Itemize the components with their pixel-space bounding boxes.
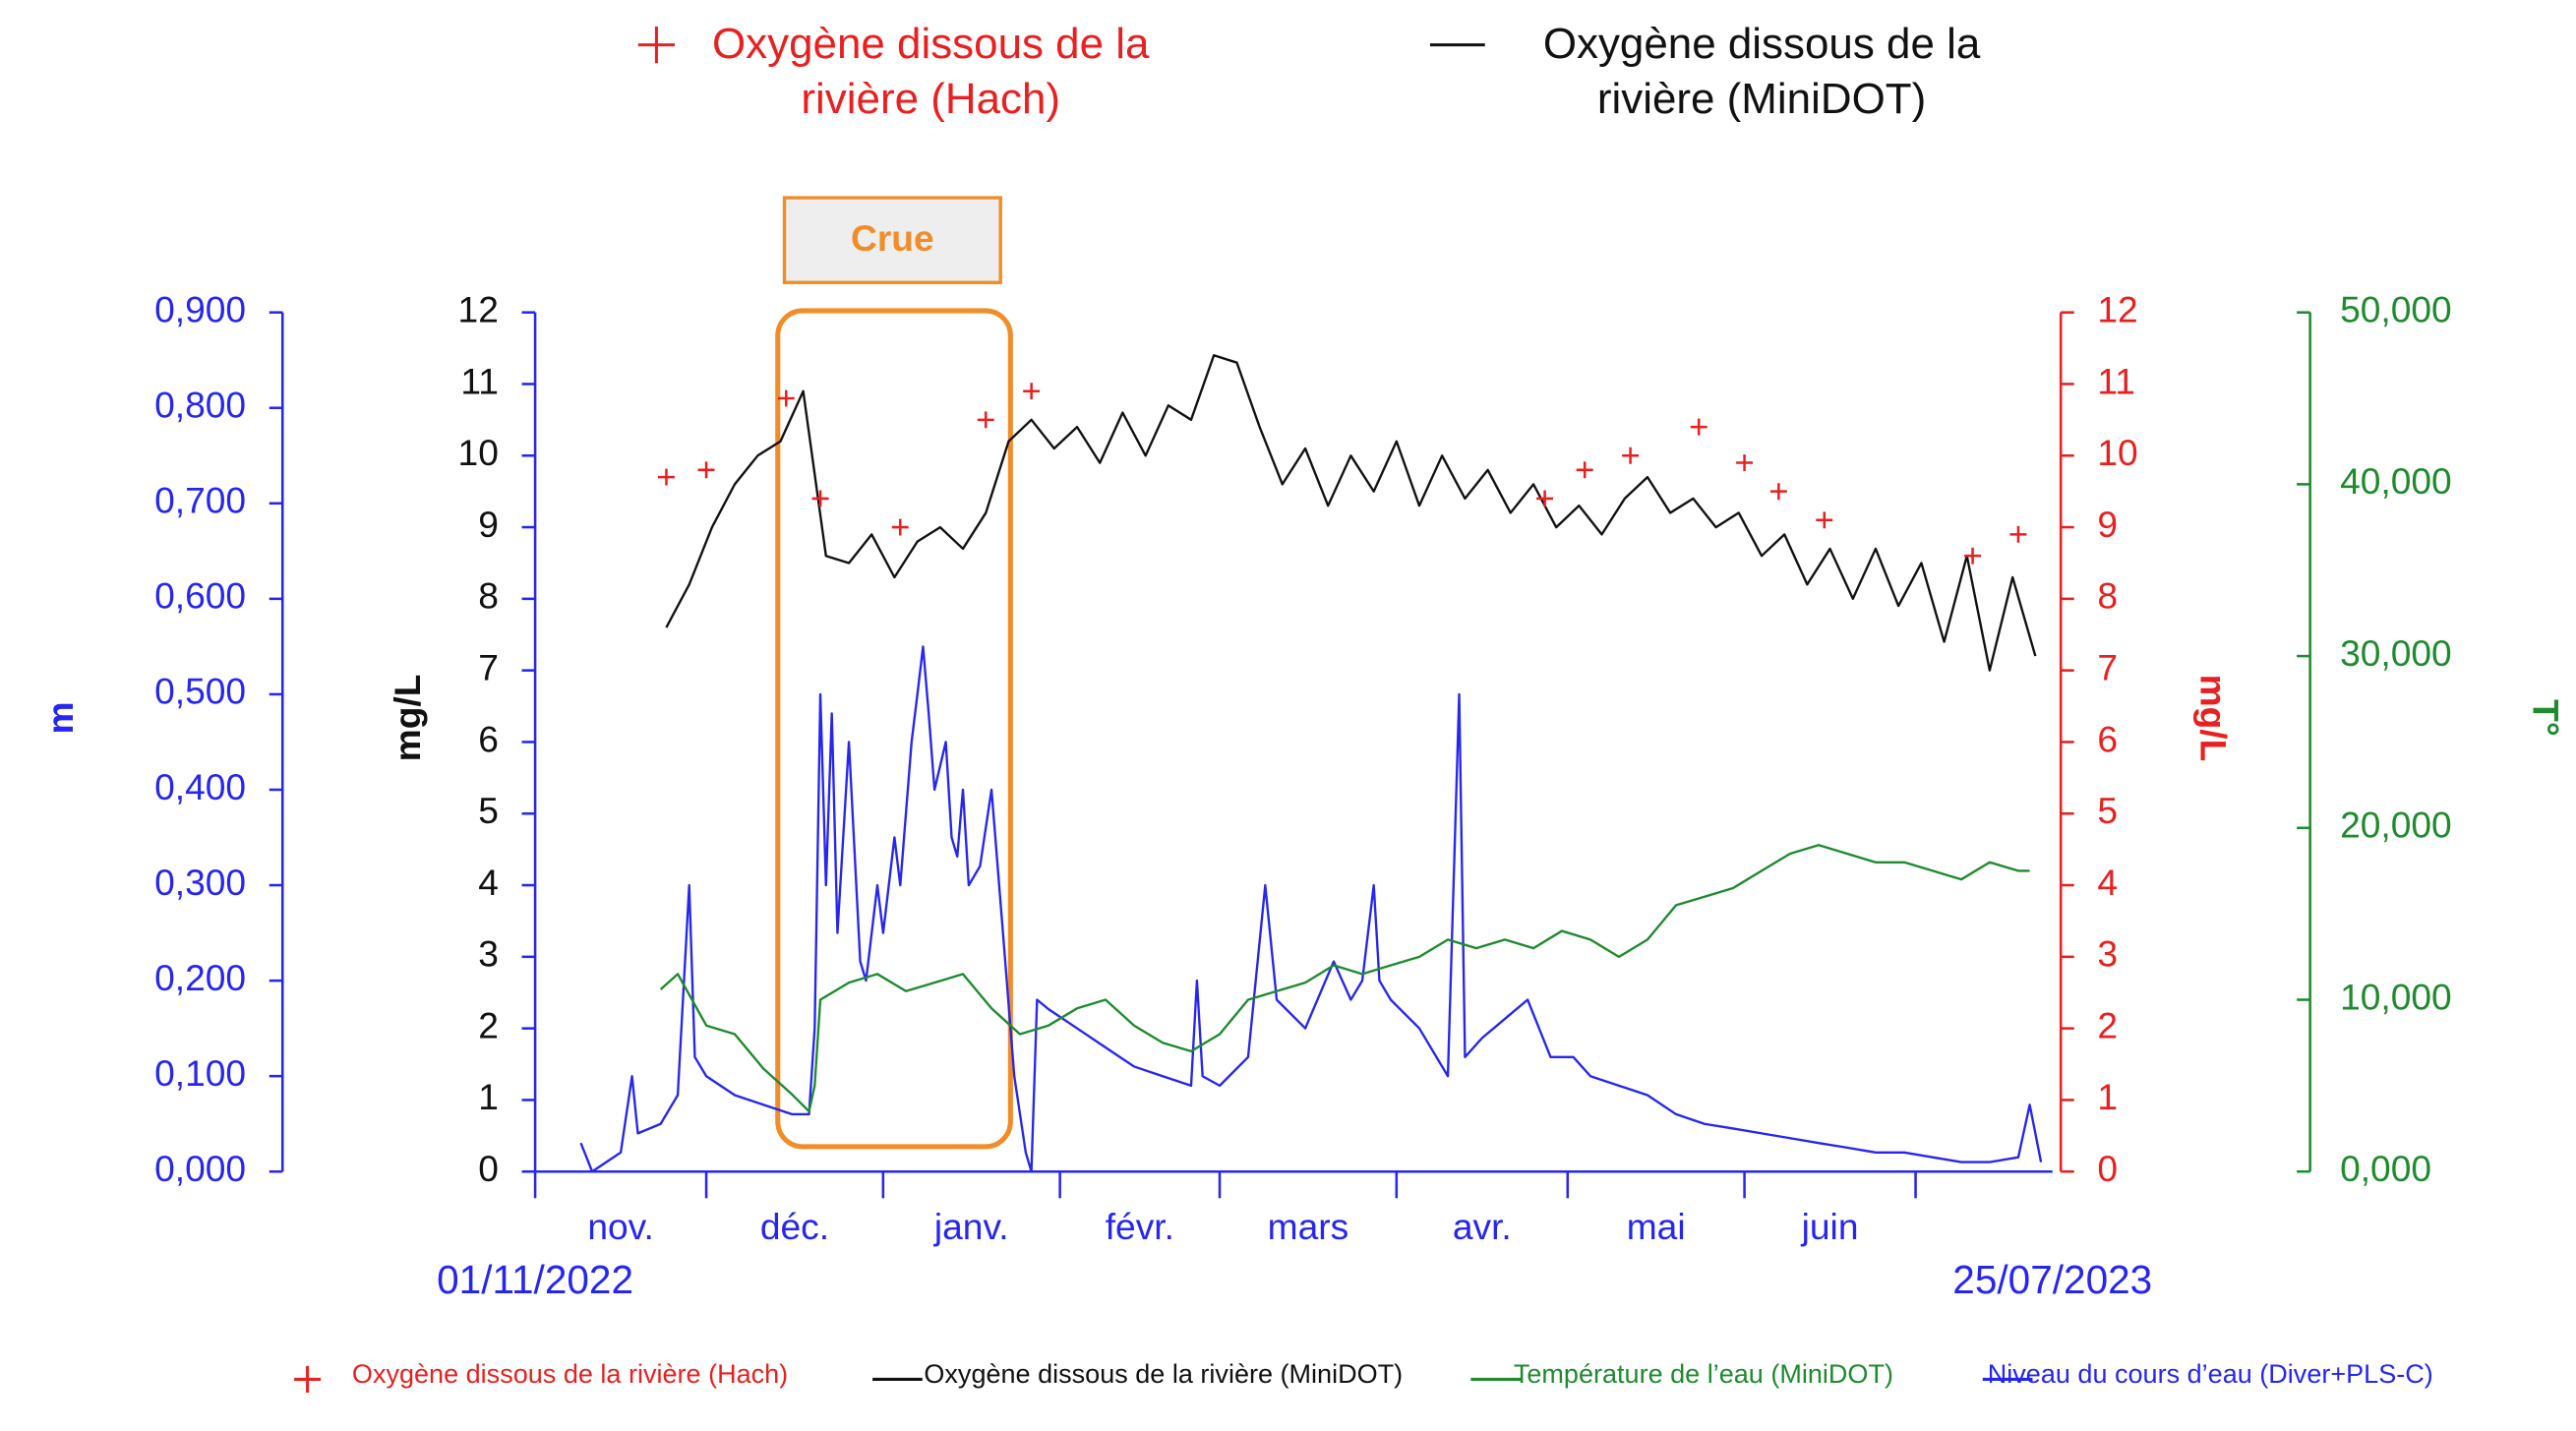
y-tick-label: 0,600 bbox=[154, 575, 246, 617]
y-tick-label: 8 bbox=[478, 575, 499, 617]
y-tick-label: 8 bbox=[2097, 575, 2118, 617]
y-tick-label: 5 bbox=[2097, 790, 2118, 831]
y-tick-label: 4 bbox=[478, 862, 499, 903]
y-tick-label: 4 bbox=[2097, 862, 2118, 903]
y-tick-label: 2 bbox=[2097, 1004, 2118, 1045]
data-point bbox=[1816, 511, 1833, 529]
y-tick-label: 5 bbox=[478, 790, 499, 831]
y-tick-label: 6 bbox=[478, 718, 499, 759]
series-line bbox=[579, 645, 2043, 1173]
top-legend-minidot: Oxygène dissous de la rivière (MiniDOT) bbox=[1542, 18, 1981, 123]
data-point bbox=[891, 518, 909, 536]
y-tick-label: 0,200 bbox=[154, 957, 246, 998]
y-tick-label: 10,000 bbox=[2340, 976, 2452, 1017]
y-tick-label: 0,100 bbox=[154, 1052, 246, 1094]
y-tick-label: 0,400 bbox=[154, 766, 246, 807]
y-tick-label: 12 bbox=[2097, 288, 2137, 329]
data-point bbox=[977, 411, 994, 429]
y-tick-label: 7 bbox=[478, 646, 499, 687]
y-tick-label: 10 bbox=[2097, 432, 2137, 473]
flood-box bbox=[775, 308, 1013, 1150]
y-tick-label: 10 bbox=[458, 432, 499, 473]
annotation: Crue bbox=[851, 217, 934, 259]
y-tick-label: 7 bbox=[2097, 646, 2118, 687]
legend-symbol bbox=[294, 1365, 322, 1393]
y-tick-label: 3 bbox=[2097, 933, 2118, 975]
data-point bbox=[1622, 447, 1640, 464]
y-tick-label: 11 bbox=[2097, 360, 2135, 401]
data-point bbox=[1536, 490, 1554, 507]
y-tick-label: 1 bbox=[478, 1076, 499, 1117]
y-tick-label: 0,500 bbox=[154, 671, 246, 712]
legend-hach: Oxygène dissous de la rivière (Hach) bbox=[351, 1360, 789, 1390]
y-tick-label: 0,700 bbox=[154, 480, 246, 521]
y-tick-label: 0,000 bbox=[154, 1148, 246, 1189]
y2-label: mg/L bbox=[2192, 675, 2234, 762]
x-tick-label: janv. bbox=[933, 1206, 1009, 1247]
x-tick-label: juin bbox=[1801, 1206, 1859, 1247]
data-point bbox=[811, 490, 829, 507]
series-line bbox=[665, 354, 2037, 672]
y4-label: T° bbox=[2525, 699, 2566, 737]
x-tick-label: déc. bbox=[760, 1206, 829, 1247]
y-tick-label: 2 bbox=[478, 1004, 499, 1045]
y-tick-label: 11 bbox=[460, 360, 499, 401]
data-point bbox=[1736, 454, 1754, 471]
x-end-label: 25/07/2023 bbox=[1952, 1257, 2152, 1302]
data-point bbox=[1576, 461, 1593, 479]
legend-level: Niveau du cours d’eau (Diver+PLS-C) bbox=[1987, 1360, 2433, 1390]
annotation-box bbox=[782, 196, 1002, 284]
y-tick-label: 30,000 bbox=[2340, 632, 2452, 674]
y-tick-label: 20,000 bbox=[2340, 805, 2452, 846]
x-start-label: 01/11/2022 bbox=[437, 1257, 633, 1302]
y-tick-label: 0,800 bbox=[154, 385, 246, 426]
data-point bbox=[1964, 547, 1982, 565]
data-point bbox=[658, 468, 675, 486]
y-tick-label: 6 bbox=[2097, 718, 2118, 759]
data-point bbox=[697, 461, 715, 479]
y-label: mg/L bbox=[387, 675, 428, 762]
series-line bbox=[659, 844, 2030, 1113]
x-tick-label: mars bbox=[1268, 1206, 1349, 1247]
y-tick-label: 0 bbox=[478, 1148, 499, 1189]
legend-temperature: Température de l’eau (MiniDOT) bbox=[1513, 1360, 1893, 1390]
legend-symbol bbox=[637, 27, 676, 64]
data-point bbox=[1690, 418, 1707, 436]
y-tick-label: 3 bbox=[478, 933, 499, 975]
data-point bbox=[2009, 525, 2027, 543]
x-tick-label: mai bbox=[1627, 1206, 1686, 1247]
y-tick-label: 9 bbox=[2097, 504, 2118, 545]
top-legend-hach: Oxygène dissous de la rivière (Hach) bbox=[711, 18, 1150, 123]
y-tick-label: 9 bbox=[478, 504, 499, 545]
y3-label: m bbox=[39, 701, 81, 734]
data-point bbox=[1769, 483, 1787, 501]
y-tick-label: 50,000 bbox=[2340, 288, 2452, 329]
y-tick-label: 0,300 bbox=[154, 862, 246, 903]
y-tick-label: 0,900 bbox=[154, 288, 246, 329]
y-tick-label: 12 bbox=[458, 288, 499, 329]
data-point bbox=[777, 389, 795, 407]
x-tick-label: févr. bbox=[1106, 1206, 1174, 1247]
y-tick-label: 1 bbox=[2097, 1076, 2118, 1117]
data-point bbox=[1023, 383, 1041, 400]
y-tick-label: 40,000 bbox=[2340, 460, 2452, 502]
x-tick-label: nov. bbox=[587, 1206, 653, 1247]
y-tick-label: 0,000 bbox=[2340, 1148, 2431, 1189]
y-tick-label: 0 bbox=[2097, 1148, 2118, 1189]
x-tick-label: avr. bbox=[1453, 1206, 1512, 1247]
legend-minidot: Oxygène dissous de la rivière (MiniDOT) bbox=[924, 1360, 1404, 1390]
